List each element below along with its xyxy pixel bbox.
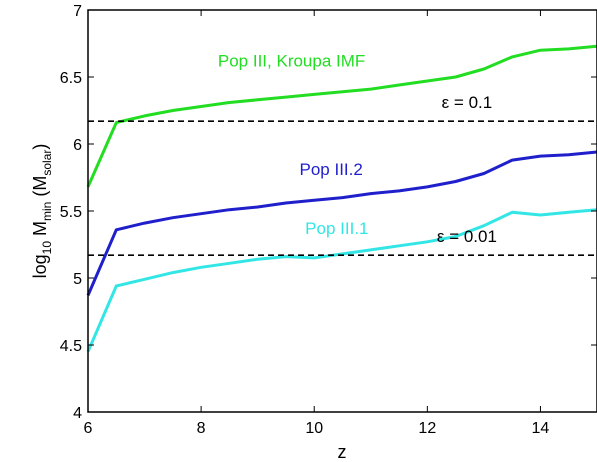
y-tick-label-4: 6 [73,137,82,154]
y-axis-title-var: M [30,221,50,241]
x-tick-label-1: 8 [197,420,206,437]
y-tick-label-3: 5.5 [60,204,82,221]
annotation-2: Pop III.1 [305,219,368,238]
annotation-0: Pop III, Kroupa IMF [218,51,365,70]
y-axis-title-base: log [30,254,50,278]
annotation-4: ε = 0.01 [437,227,497,246]
x-tick-label-2: 10 [305,420,323,437]
reference-lines [88,120,597,257]
y-axis-title: log10 Mmin (Msolar) [30,144,54,279]
y-axis-title-unit-close: ) [30,144,50,150]
y-tick-label-1: 4.5 [60,338,82,355]
annotations: Pop III, Kroupa IMF Pop III.2 Pop III.1 ε =… [218,51,497,246]
y-axis-title-var-sub: min [40,202,54,221]
series-line-2 [86,208,597,353]
y-axis-title-base-sub: 10 [40,241,54,255]
series-layer [86,44,597,353]
y-tick-label-2: 5 [73,271,82,288]
x-tick-label-4: 14 [532,420,550,437]
y-axis-title-unit-open: (M [30,176,50,202]
axes: 6 8 10 12 14 4 4.5 5 5.5 6 6.5 7 [60,3,597,437]
series-line-0 [86,44,597,188]
y-tick-label-5: 6.5 [60,70,82,87]
plot-background [88,10,597,412]
y-tick-label-6: 7 [73,3,82,20]
annotation-1: Pop III.2 [300,160,363,179]
series-line-1 [86,150,597,296]
x-tick-label-3: 12 [418,420,436,437]
y-tick-label-0: 4 [73,405,82,422]
x-tick-label-0: 6 [84,420,93,437]
y-axis-title-unit-sub: solar [40,150,54,176]
annotation-3: ε = 0.1 [442,93,493,112]
x-axis-title: z [338,442,347,462]
